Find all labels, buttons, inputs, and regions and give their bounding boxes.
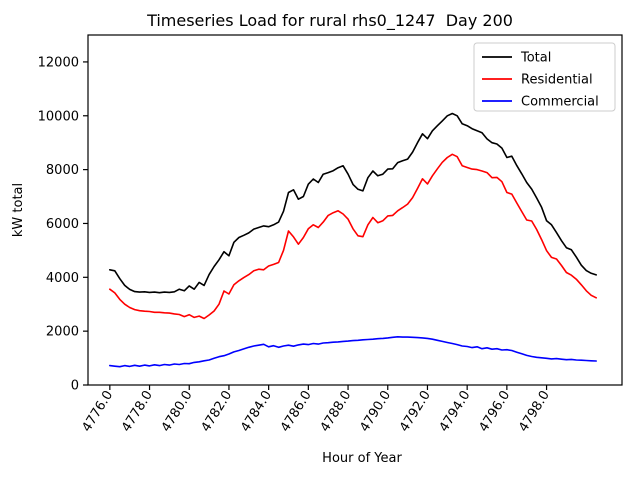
x-tick-label: 4780.0 <box>159 388 196 435</box>
x-tick-label: 4786.0 <box>278 388 315 435</box>
y-tick-label: 2000 <box>46 325 79 340</box>
x-tick-label: 4782.0 <box>199 388 236 435</box>
y-tick-label: 0 <box>71 379 79 394</box>
legend-label-residential: Residential <box>521 73 593 88</box>
y-tick-label: 8000 <box>46 163 79 178</box>
axes-frame <box>87 34 623 386</box>
y-tick-label: 10000 <box>38 109 79 124</box>
y-tick-label: 12000 <box>38 55 79 70</box>
legend-box <box>473 42 616 112</box>
x-tick-label: 4792.0 <box>397 388 434 435</box>
legend-label-commercial: Commercial <box>521 95 599 110</box>
chart-title: Timeseries Load for rural rhs0_1247 Day … <box>146 11 513 31</box>
x-tick-label: 4776.0 <box>79 388 116 435</box>
x-tick-label: 4796.0 <box>476 388 513 435</box>
y-tick-label: 6000 <box>46 217 79 232</box>
x-tick-label: 4778.0 <box>119 388 156 435</box>
legend-entry-total: Total <box>482 51 551 66</box>
y-axis-label: kW total <box>11 183 26 237</box>
legend-entry-commercial: Commercial <box>482 95 599 110</box>
x-tick-label: 4784.0 <box>238 388 275 435</box>
x-tick-label: 4790.0 <box>357 388 394 435</box>
x-tick-label: 4798.0 <box>516 388 553 435</box>
x-tick-label: 4788.0 <box>318 388 355 435</box>
legend: Total Residential Commercial <box>473 42 616 112</box>
x-axis-label: Hour of Year <box>322 451 402 466</box>
legend-label-total: Total <box>520 51 551 66</box>
series-lines <box>109 112 597 368</box>
legend-entry-residential: Residential <box>482 73 593 88</box>
series-line-total <box>109 112 597 294</box>
series-line-residential <box>109 153 597 320</box>
y-tick-label: 4000 <box>46 271 79 286</box>
series-line-commercial <box>109 336 597 368</box>
x-tick-label: 4794.0 <box>437 388 474 435</box>
